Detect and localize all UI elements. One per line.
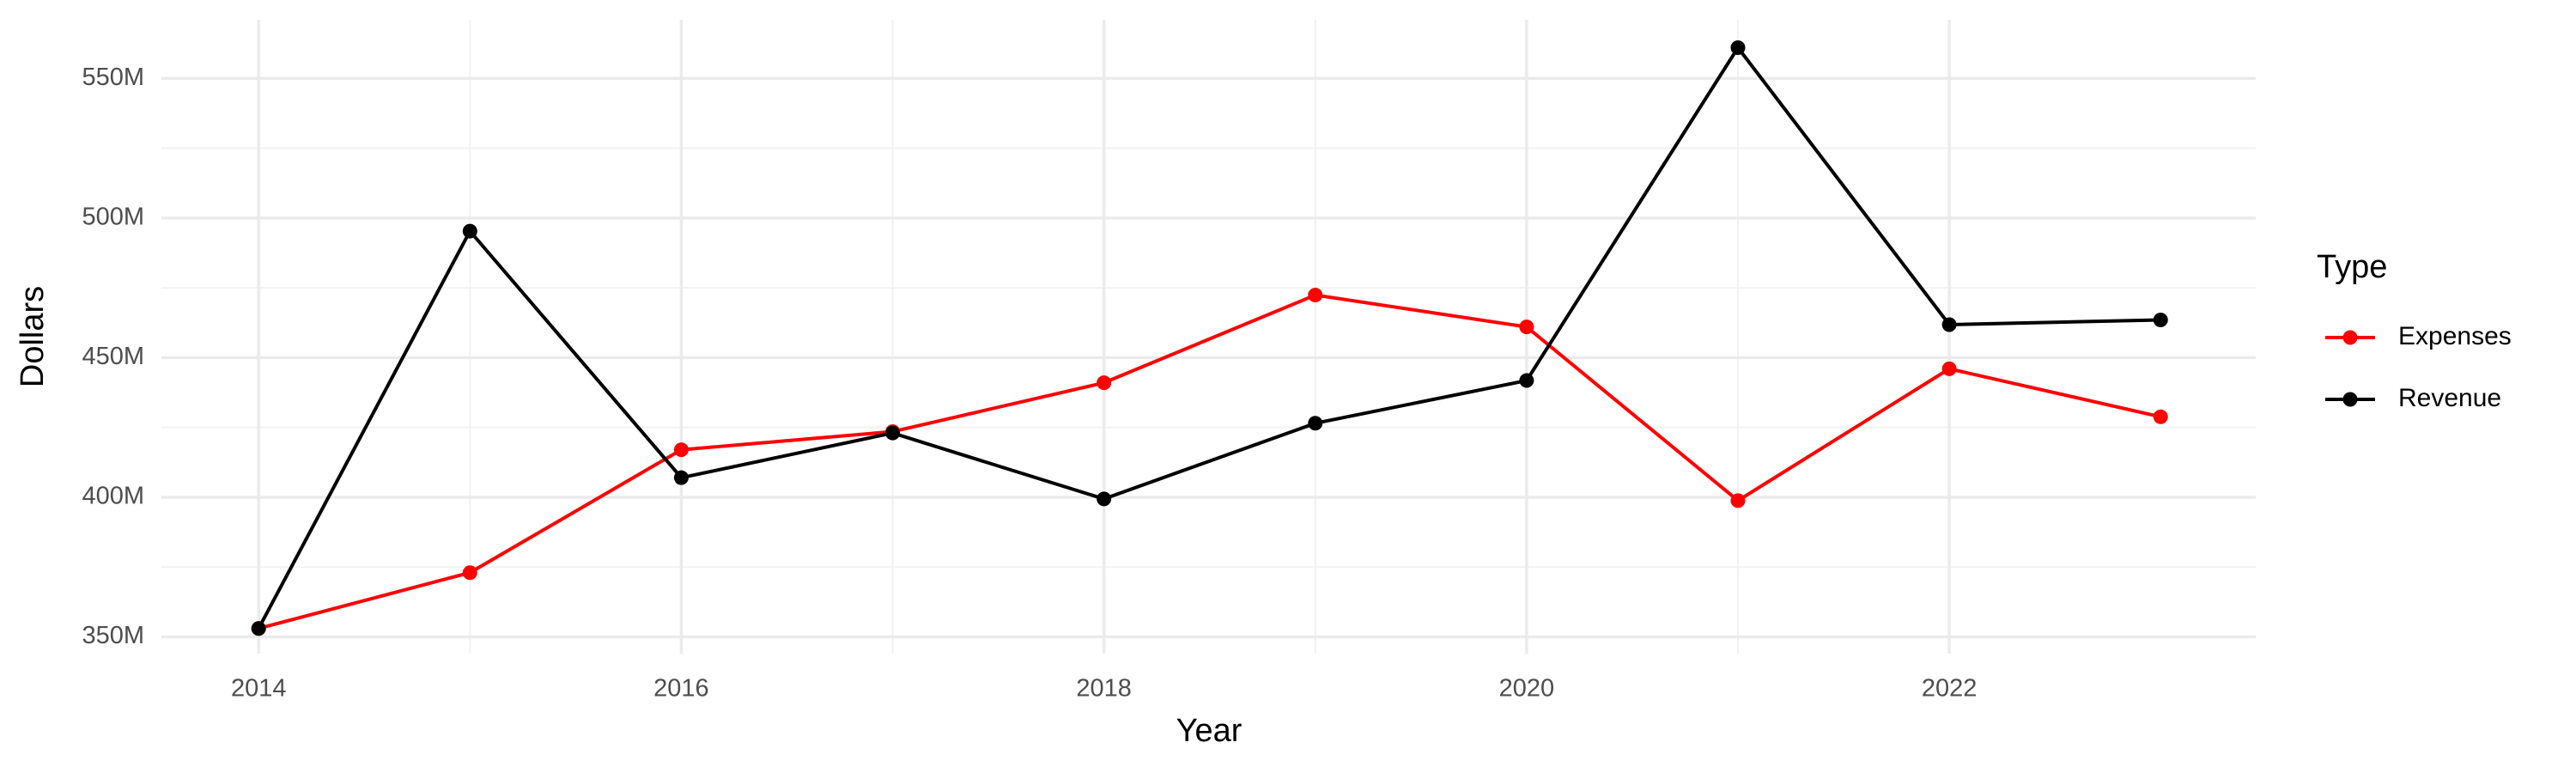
data-point (885, 425, 901, 441)
data-point (462, 565, 477, 581)
y-tick-label: 450M (82, 343, 144, 370)
data-point (462, 223, 477, 239)
data-point (1941, 361, 1957, 376)
x-tick-label: 2016 (653, 675, 709, 703)
data-point (673, 470, 689, 485)
data-point (251, 621, 266, 636)
data-point (1941, 317, 1957, 332)
y-tick-label: 350M (82, 622, 144, 649)
legend-key-point (2342, 392, 2358, 407)
data-point (1097, 491, 1112, 507)
x-tick-label: 2014 (231, 675, 287, 703)
x-tick-label: 2022 (1922, 675, 1978, 703)
x-axis-title: Year (1176, 713, 1242, 749)
legend-label: Expenses (2398, 322, 2512, 350)
legend-key-point (2342, 330, 2358, 345)
x-tick-label: 2018 (1076, 675, 1132, 703)
series-line (257, 45, 2161, 630)
y-axis-title: Dollars (15, 286, 51, 387)
legend-title: Type (2317, 249, 2387, 285)
y-tick-label: 500M (82, 203, 144, 230)
data-point (1519, 320, 1534, 335)
x-tick-label: 2020 (1499, 675, 1555, 703)
series-line (258, 293, 2161, 630)
y-tick-label: 400M (82, 483, 144, 510)
legend-label: Revenue (2398, 384, 2501, 412)
y-tick-label: 550M (82, 64, 144, 91)
data-point (1730, 40, 1746, 56)
data-point (673, 442, 689, 458)
data-point (1308, 288, 1323, 303)
data-point (2153, 409, 2168, 424)
data-point (1519, 373, 1534, 388)
data-point (2153, 312, 2168, 327)
data-point (1730, 493, 1746, 508)
data-point (1097, 375, 1112, 391)
data-point (1308, 416, 1323, 431)
